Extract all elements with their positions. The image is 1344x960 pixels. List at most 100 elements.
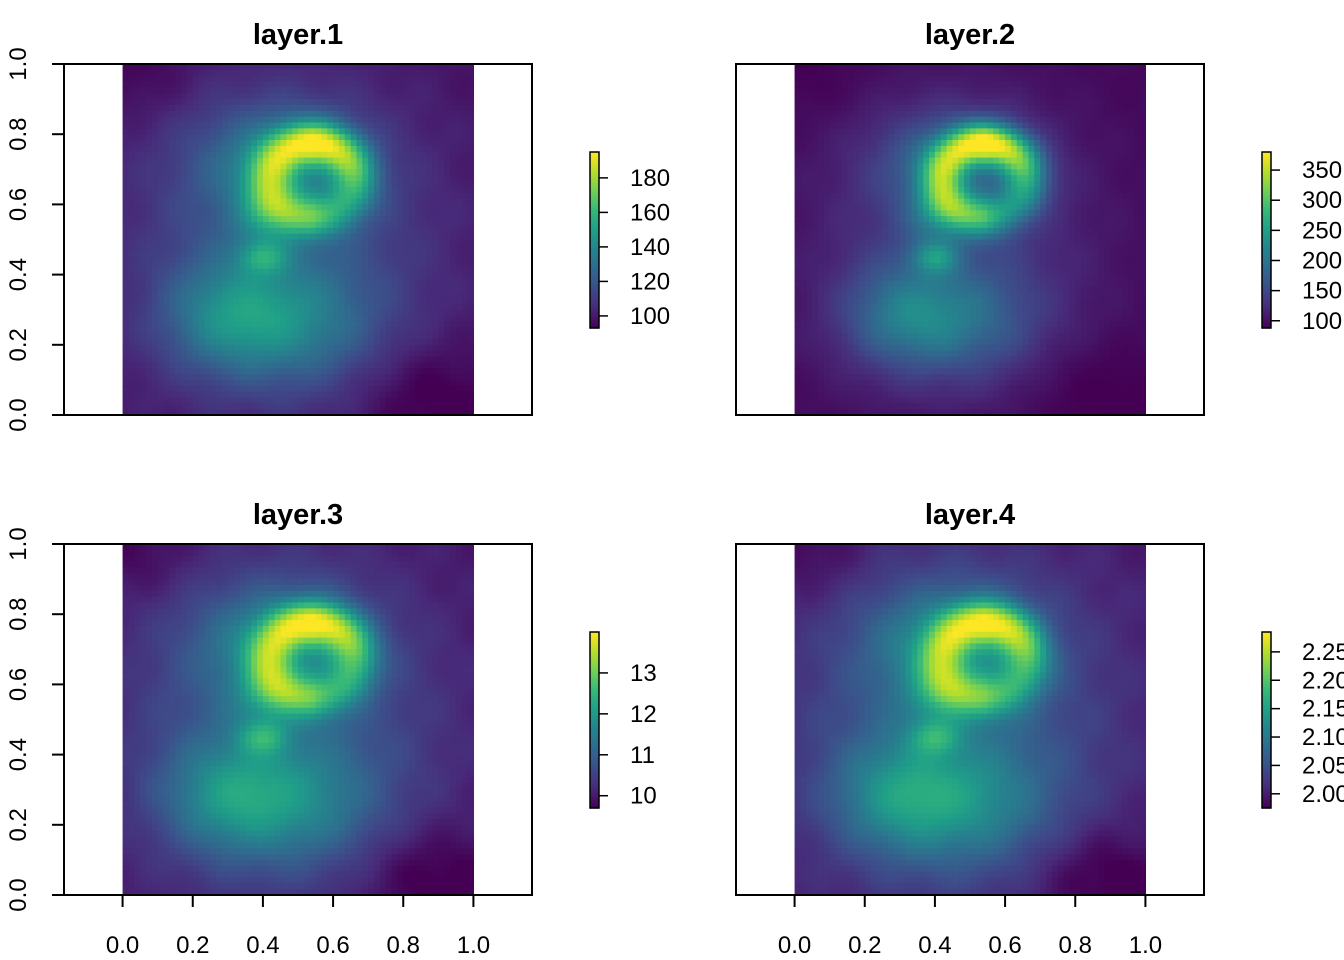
raster-cell [467,292,475,299]
raster-cell [175,362,182,369]
raster-cell [157,338,165,346]
raster-cell [876,227,883,235]
legend-color-step [590,244,599,248]
raster-cell [169,350,176,358]
raster-cell [286,99,293,106]
raster-cell [444,280,451,287]
raster-cell [233,64,241,71]
raster-cell [216,403,223,410]
raster-cell [181,298,188,305]
raster-cell [420,122,428,129]
raster-cell [204,64,211,71]
raster-cell [858,116,866,124]
raster-cell [227,315,235,322]
raster-cell [268,169,276,176]
raster-cell [181,99,188,106]
raster-cell [882,251,889,258]
raster-cell [227,151,235,159]
raster-cell [181,409,188,416]
raster-cell [286,333,293,340]
raster-cell [204,286,211,293]
raster-cell [397,128,404,135]
raster-cell [216,257,223,264]
raster-cell [145,309,153,317]
raster-cell [122,110,130,118]
raster-cell [233,239,241,246]
raster-cell [847,157,854,165]
raster-cell [327,157,334,165]
raster-cell [420,379,428,387]
raster-cell [812,368,819,375]
legend-color-step [590,299,599,303]
raster-cell [356,175,363,182]
raster-cell [128,385,135,393]
raster-cell [210,321,217,328]
raster-cell [292,233,299,241]
raster-cell [251,315,258,322]
raster-cell [163,69,170,77]
raster-cell [251,128,258,135]
raster-cell [794,93,802,100]
raster-cell [245,262,252,270]
raster-cell [303,262,311,270]
raster-cell [257,116,264,124]
raster-cell [876,122,883,129]
raster-cell [829,110,837,118]
raster-cell [397,227,404,235]
raster-cell [379,64,387,71]
raster-cell [379,257,387,264]
raster-cell [175,292,182,299]
raster-cell [274,140,282,147]
raster-cell [870,175,878,182]
raster-cell [864,309,872,317]
raster-cell [858,221,866,229]
raster-cell [128,374,135,381]
raster-cell [350,356,358,363]
raster-cell [210,286,217,293]
raster-cell [298,163,305,170]
raster-cell [426,292,434,299]
raster-cell [876,309,883,317]
raster-cell [216,87,223,94]
raster-cell [210,403,217,410]
raster-cell [391,192,398,200]
raster-cell [899,116,907,124]
raster-cell [286,128,293,135]
raster-cell [315,356,322,363]
raster-cell [414,69,422,77]
raster-cell [841,379,848,387]
raster-cell [344,181,352,188]
raster-cell [169,268,176,276]
raster-cell [385,110,393,118]
raster-cell [257,315,264,322]
raster-cell [800,298,807,305]
raster-cell [134,110,141,118]
raster-cell [251,216,258,223]
raster-cell [221,192,229,200]
raster-cell [286,175,293,182]
raster-cell [461,409,469,416]
raster-cell [841,338,848,346]
raster-cell [876,397,883,404]
raster-cell [134,163,141,170]
raster-cell [315,315,322,322]
raster-cell [163,280,170,287]
raster-cell [379,338,387,346]
raster-cell [163,262,170,270]
raster-cell [461,233,469,241]
raster-cell [327,344,334,352]
raster-cell [450,315,457,322]
raster-cell [806,403,813,410]
raster-cell [309,104,317,112]
raster-cell [280,227,287,235]
raster-cell [794,169,802,176]
raster-cell [262,245,270,252]
raster-cell [817,221,825,229]
raster-cell [286,368,293,375]
raster-cell [321,192,328,200]
raster-cell [397,175,404,182]
raster-cell [432,374,439,381]
raster-cell [467,128,475,135]
raster-cell [122,233,130,241]
raster-cell [806,274,813,282]
